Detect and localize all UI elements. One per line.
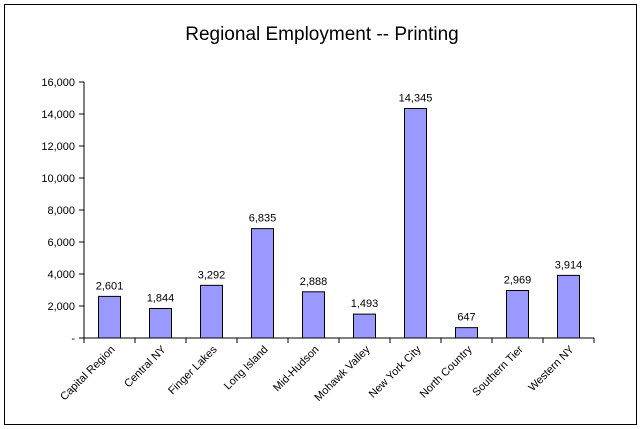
data-label: 2,969 [504, 274, 532, 286]
x-tick-label: Capital Region [58, 344, 118, 404]
x-tick-label: Mohawk Valley [312, 343, 373, 404]
bar [455, 327, 478, 339]
chart-frame [4, 4, 637, 425]
bar [251, 228, 274, 339]
data-label: 6,835 [249, 213, 277, 225]
data-label: 1,844 [147, 292, 175, 304]
chart-title: Regional Employment -- Printing [185, 24, 459, 45]
x-tick-label: Central NY [122, 343, 169, 390]
y-tick-label: 6,000 [47, 237, 75, 249]
y-tick-label: 16,000 [41, 77, 75, 89]
x-tick-label: Mid-Hudson [271, 344, 321, 394]
bar [506, 289, 529, 339]
data-label: 647 [457, 312, 475, 324]
bar [353, 313, 376, 339]
x-tick-label: New York City [367, 343, 424, 400]
y-tick-label: 10,000 [41, 173, 75, 185]
x-tick-label: North Country [418, 343, 475, 400]
y-tick-label: - [71, 333, 75, 345]
data-label: 2,888 [300, 276, 328, 288]
y-tick-label: 4,000 [47, 269, 75, 281]
x-tick-label: Western NY [526, 343, 577, 394]
data-label: 14,345 [399, 92, 433, 104]
bar [200, 284, 223, 339]
y-tick-label: 8,000 [47, 205, 75, 217]
data-label: 3,914 [555, 259, 583, 271]
bar [98, 295, 121, 339]
bar [557, 274, 580, 339]
y-tick-label: 12,000 [41, 141, 75, 153]
y-tick-label: 2,000 [47, 301, 75, 313]
x-tick-label: Southern Tier [470, 343, 525, 398]
data-label: 2,601 [96, 280, 124, 292]
bar [302, 291, 325, 339]
y-tick-label: 14,000 [41, 109, 75, 121]
x-tick-label: Long Island [222, 344, 271, 393]
data-label: 3,292 [198, 269, 226, 281]
bar [149, 307, 172, 339]
bar [404, 107, 427, 339]
data-label: 1,493 [351, 298, 379, 310]
x-tick-label: Finger Lakes [166, 343, 220, 397]
